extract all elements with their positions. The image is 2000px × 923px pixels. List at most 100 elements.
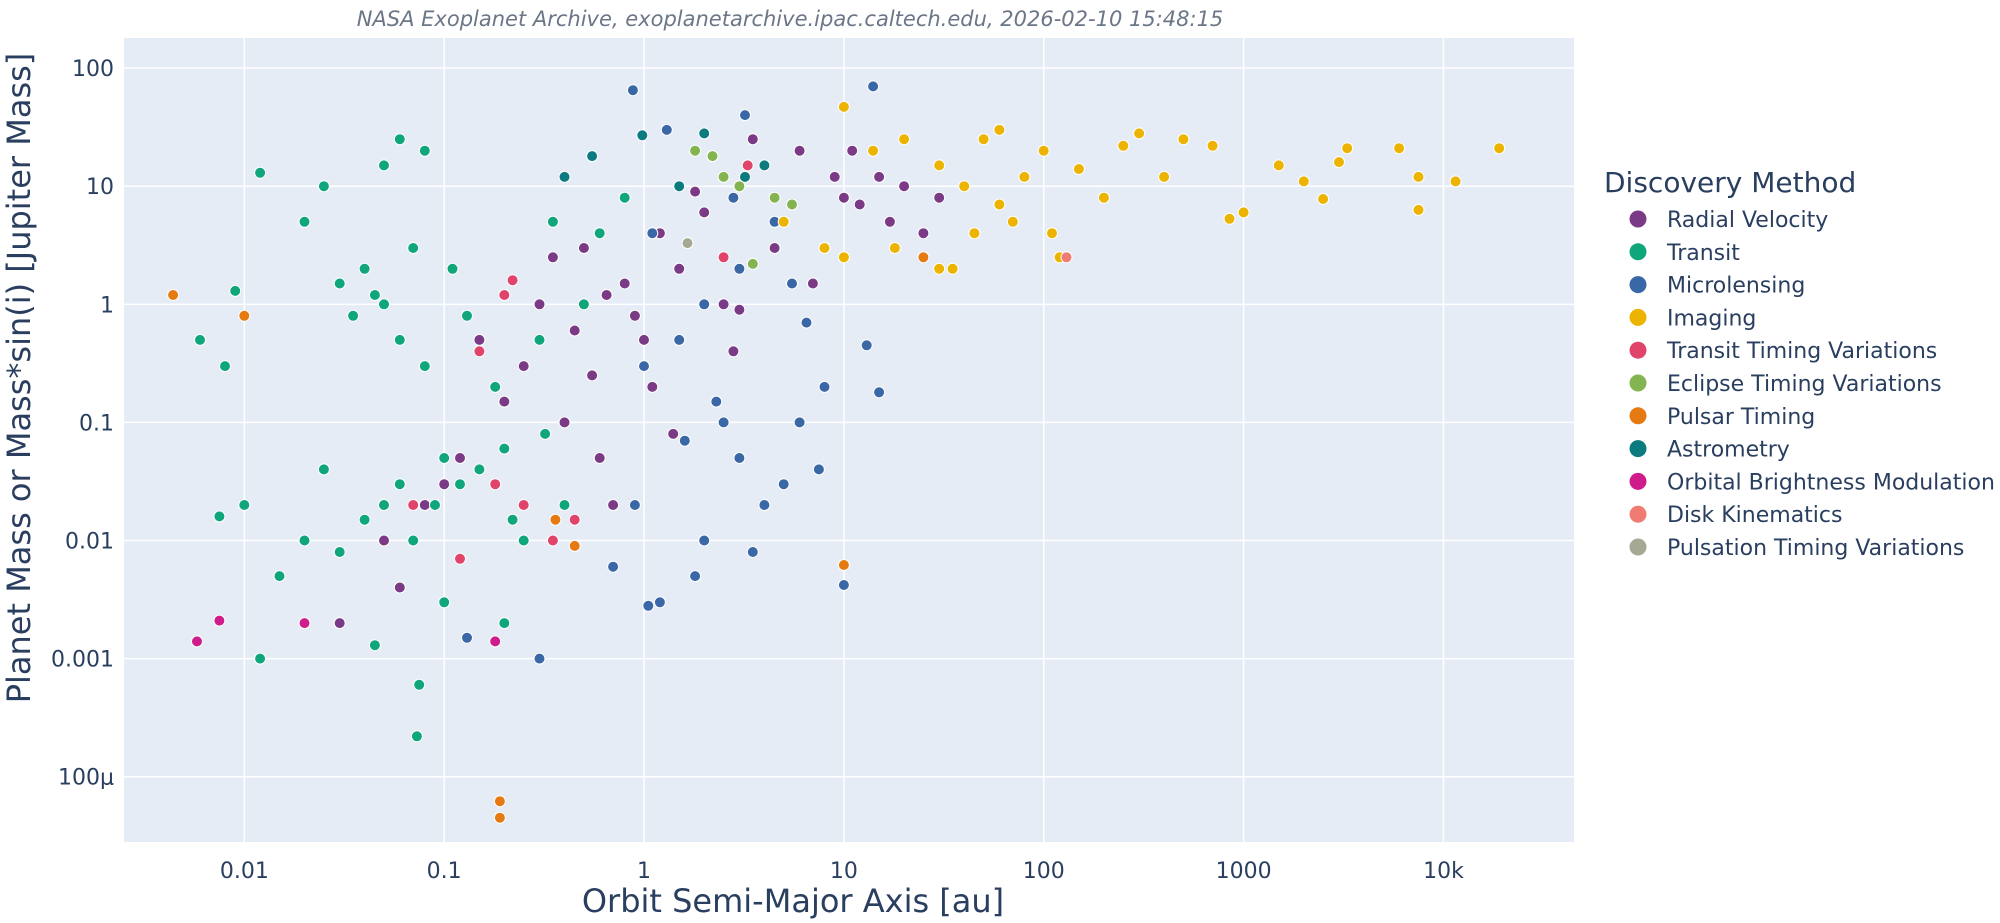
data-point [1297, 175, 1310, 188]
data-point [393, 333, 406, 346]
data-point [837, 579, 850, 591]
data-point [837, 559, 850, 571]
data-point [254, 166, 267, 179]
data-point [393, 133, 406, 146]
legend-marker [1629, 505, 1647, 523]
data-point [191, 635, 203, 648]
data-point [1272, 159, 1285, 172]
data-point [333, 546, 346, 558]
data-point [628, 309, 641, 322]
data-point [867, 144, 880, 157]
legend-item-pulsation-timing-variations[interactable]: Pulsation Timing Variations [1629, 536, 1965, 561]
data-point [393, 581, 406, 594]
data-point [461, 631, 473, 644]
data-point [1018, 170, 1031, 183]
data-point [378, 298, 390, 311]
legend-item-astrometry[interactable]: Astrometry [1629, 438, 1790, 463]
data-point [717, 416, 730, 429]
data-point [968, 227, 981, 240]
data-point [1177, 133, 1190, 146]
data-point [977, 133, 990, 146]
data-point [812, 463, 825, 476]
data-point [298, 215, 311, 228]
data-point [667, 427, 680, 440]
data-point [837, 191, 850, 204]
legend-item-microlensing[interactable]: Microlensing [1629, 274, 1806, 299]
data-point [473, 345, 486, 358]
y-axis-ticks: 100 10 1 0.1 0.01 0.001 100μ [51, 57, 114, 791]
data-point [219, 360, 231, 373]
y-axis-title: Planet Mass or Mass*sin(i) [Jupiter Mass… [0, 53, 38, 704]
data-point [577, 298, 590, 311]
legend-item-eclipse-timing-variations[interactable]: Eclipse Timing Variations [1629, 372, 1942, 397]
data-point [739, 170, 751, 183]
data-point [860, 339, 873, 352]
data-point [917, 227, 930, 240]
data-point [298, 617, 311, 630]
data-point [946, 262, 959, 275]
data-point [717, 170, 730, 183]
data-point [1223, 212, 1236, 225]
x-tick-label: 10 [830, 859, 858, 884]
data-point [768, 191, 781, 204]
data-point [517, 534, 530, 547]
data-point [733, 452, 746, 464]
data-point [489, 635, 502, 648]
data-point [786, 198, 798, 211]
data-point [1133, 127, 1146, 140]
legend-item-disk-kinematics[interactable]: Disk Kinematics [1629, 503, 1843, 528]
legend-item-transit[interactable]: Transit [1629, 241, 1741, 266]
x-axis-title: Orbit Semi-Major Axis [au] [582, 882, 1004, 920]
data-point [933, 191, 946, 204]
data-point [873, 386, 886, 399]
series-transit-timing-variations [407, 159, 754, 565]
legend-item-transit-timing-variations[interactable]: Transit Timing Variations [1629, 339, 1938, 364]
data-point [1333, 156, 1345, 169]
data-point [706, 150, 719, 163]
data-point [777, 478, 790, 491]
data-point [727, 191, 740, 204]
data-point [698, 127, 711, 140]
x-tick-label: 10k [1423, 859, 1464, 884]
data-point [636, 129, 649, 142]
data-point [1206, 139, 1219, 152]
data-point [768, 242, 781, 254]
data-point [818, 380, 831, 393]
legend-item-orbital-brightness-modulation[interactable]: Orbital Brightness Modulation [1629, 470, 1995, 495]
data-point [793, 416, 806, 429]
data-point [378, 534, 390, 547]
data-point [493, 795, 506, 808]
data-point [506, 513, 519, 526]
legend[interactable]: Radial Velocity Transit Microlensing Imagin… [1629, 208, 1995, 561]
data-point [1117, 139, 1130, 152]
data-point [786, 277, 798, 290]
legend-label: Pulsar Timing [1667, 405, 1815, 430]
data-point [410, 730, 423, 743]
data-point [533, 333, 546, 346]
legend-item-pulsar-timing[interactable]: Pulsar Timing [1629, 405, 1816, 430]
data-point [1046, 227, 1058, 240]
data-point [438, 596, 451, 609]
data-point [646, 380, 659, 393]
data-point [546, 534, 559, 547]
data-point [993, 198, 1006, 211]
data-point [681, 237, 694, 250]
data-point [407, 534, 420, 547]
x-tick-label: 1 [637, 859, 651, 884]
data-point [1060, 251, 1073, 264]
data-point [888, 242, 901, 254]
data-point [818, 242, 831, 254]
data-point [853, 198, 866, 211]
data-point [438, 452, 451, 464]
data-point [837, 251, 850, 264]
legend-marker [1629, 341, 1647, 359]
data-point [493, 811, 506, 824]
legend-item-imaging[interactable]: Imaging [1629, 306, 1757, 331]
data-point [1341, 142, 1354, 155]
data-point [746, 257, 759, 270]
legend-item-radial-velocity[interactable]: Radial Velocity [1629, 208, 1829, 233]
data-point [368, 639, 381, 652]
data-point [368, 289, 381, 301]
data-point [958, 180, 971, 193]
